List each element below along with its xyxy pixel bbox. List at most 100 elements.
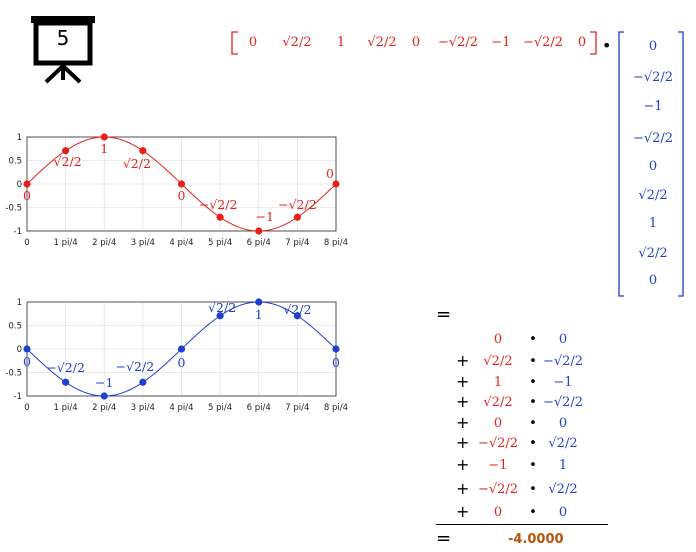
product-factor-b: 0 <box>558 416 568 431</box>
x-tick-label: 6 pi/4 <box>247 403 271 413</box>
x-tick-label: 2 pi/4 <box>92 403 116 413</box>
column-vector-entry: 0 <box>648 39 658 54</box>
data-point <box>293 213 301 221</box>
data-point <box>255 227 263 235</box>
row-vector-entry: −√2/2 <box>437 35 479 50</box>
point-label: √2/2 <box>208 300 236 315</box>
plus-sign: + <box>456 351 470 370</box>
column-vector-entry: −√2/2 <box>632 70 674 85</box>
data-point <box>216 312 224 320</box>
data-point <box>62 378 70 386</box>
product-factor-a: √2/2 <box>483 395 513 410</box>
plus-sign: + <box>456 413 470 432</box>
point-label: −1 <box>256 209 274 224</box>
point-label: −√2/2 <box>278 197 317 212</box>
product-factor-b: √2/2 <box>548 436 578 451</box>
data-point <box>23 180 31 188</box>
row-vector-entry: √2/2 <box>367 35 397 50</box>
product-dot: • <box>529 354 537 369</box>
x-tick-label: 4 pi/4 <box>169 403 193 413</box>
product-factor-a: 0 <box>493 505 503 520</box>
product-factor-a: −√2/2 <box>477 482 519 497</box>
row-vector-entry: √2/2 <box>282 35 312 50</box>
point-label: 0 <box>23 354 31 369</box>
equals-sign-2: = <box>436 528 452 549</box>
x-tick-label: 5 pi/4 <box>208 238 232 248</box>
product-factor-b: −√2/2 <box>542 354 584 369</box>
x-tick-label: 3 pi/4 <box>131 403 155 413</box>
product-dot: • <box>529 395 537 410</box>
column-vector-entry: 0 <box>648 159 658 174</box>
product-factor-a: 0 <box>493 416 503 431</box>
dot-operator: • <box>602 36 612 55</box>
y-tick-label: 0.5 <box>8 157 22 167</box>
data-point <box>177 180 186 188</box>
row-vector-entry: 0 <box>577 35 587 50</box>
data-point <box>255 298 263 306</box>
point-label: 1 <box>100 141 108 156</box>
x-tick-label: 7 pi/4 <box>285 403 309 413</box>
plus-sign: + <box>456 502 470 521</box>
sine-chart: 10.50-0.5-10 1 pi/4 2 pi/4 3 pi/4 4 pi/4 5 pi… <box>5 133 348 248</box>
product-factor-b: 0 <box>558 332 568 347</box>
x-tick-label: 0 <box>24 238 29 248</box>
point-label: √2/2 <box>283 302 311 317</box>
data-point <box>332 180 340 188</box>
product-dot: • <box>529 436 537 451</box>
column-vector-entry: 1 <box>648 216 658 231</box>
product-factor-a: 0 <box>493 332 503 347</box>
plus-sign: + <box>456 455 470 474</box>
point-label: √2/2 <box>54 154 82 169</box>
plus-sign: + <box>456 372 470 391</box>
point-label: √2/2 <box>123 156 151 171</box>
product-factor-a: √2/2 <box>483 354 513 369</box>
point-label: 0 <box>332 355 340 370</box>
x-tick-label: 1 pi/4 <box>54 238 78 248</box>
result-value: -4.0000 <box>508 532 564 547</box>
data-point <box>139 147 147 155</box>
data-point <box>293 312 301 320</box>
point-label: −√2/2 <box>116 359 155 374</box>
x-tick-label: 1 pi/4 <box>54 403 78 413</box>
row-vector-entry: 0 <box>411 35 421 50</box>
sum-rule <box>436 524 608 525</box>
column-vector-entry: −1 <box>643 99 663 114</box>
x-tick-label: 6 pi/4 <box>247 238 271 248</box>
y-tick-label: -0.5 <box>5 204 22 214</box>
data-point <box>332 345 340 353</box>
data-point <box>23 345 31 353</box>
x-tick-label: 5 pi/4 <box>208 403 232 413</box>
point-label: 0 <box>326 166 334 181</box>
negative-sine-chart: 10.50-0.5-10 1 pi/4 2 pi/4 3 pi/4 4 pi/4 5 pi… <box>5 298 348 413</box>
data-point <box>216 213 224 221</box>
row-vector-entry: −√2/2 <box>522 35 564 50</box>
column-vector-entry: √2/2 <box>638 246 668 261</box>
equals-sign-1: = <box>436 304 452 325</box>
presentation-icon <box>28 14 98 84</box>
column-vector-entry: −√2/2 <box>632 131 674 146</box>
product-dot: • <box>529 505 537 520</box>
y-tick-label: 1 <box>17 298 22 308</box>
product-dot: • <box>529 332 537 347</box>
point-label: −√2/2 <box>46 360 85 375</box>
point-label: −1 <box>95 375 113 390</box>
x-tick-label: 8 pi/4 <box>324 403 348 413</box>
plus-sign: + <box>456 433 470 452</box>
data-point <box>177 345 186 353</box>
x-tick-label: 0 <box>24 403 29 413</box>
point-label: 1 <box>255 307 263 322</box>
product-factor-a: −1 <box>488 458 508 473</box>
plus-sign: + <box>456 479 470 498</box>
data-point <box>62 147 70 155</box>
product-factor-b: −√2/2 <box>542 395 584 410</box>
data-point <box>139 378 147 386</box>
row-vector-entry: 0 <box>248 35 258 50</box>
column-vector-entry: 0 <box>648 273 658 288</box>
product-factor-b: √2/2 <box>548 482 578 497</box>
y-tick-label: -1 <box>14 392 22 402</box>
y-tick-label: 1 <box>17 133 22 143</box>
product-factor-b: −1 <box>553 375 573 390</box>
point-label: 0 <box>178 355 186 370</box>
column-vector-brackets <box>618 31 684 297</box>
y-tick-label: 0 <box>17 180 22 190</box>
